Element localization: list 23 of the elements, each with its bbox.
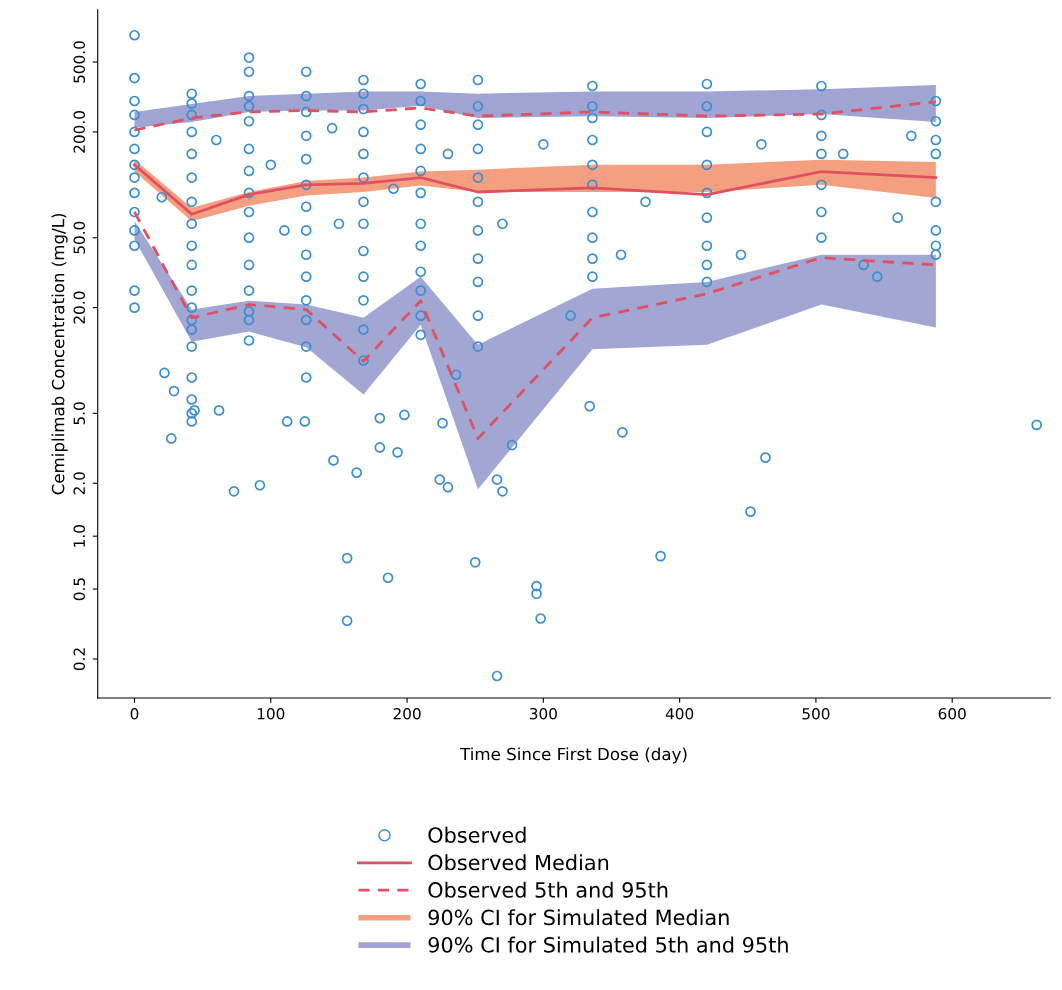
y-tick-label: 500.0	[73, 41, 86, 83]
legend-label: 90% CI for Simulated Median	[428, 909, 729, 926]
y-tick-label: 0.5	[73, 578, 86, 601]
legend-label: Observed 5th and 95th	[428, 881, 668, 898]
x-tick-label: 100	[257, 707, 285, 720]
y-axis-title: Cemiplimab Concentration (mg/L)	[51, 213, 68, 495]
x-tick-label: 300	[529, 707, 557, 720]
y-tick-label: 1.0	[73, 525, 86, 547]
x-axis-title: Time Since First Dose (day)	[460, 747, 687, 764]
x-tick-label: 400	[665, 707, 694, 720]
y-tick-label: 2.0	[73, 472, 86, 495]
y-tick-label: 0.2	[73, 648, 86, 671]
y-tick-label: 50.0	[73, 221, 86, 254]
legend-label: Observed Median	[428, 854, 609, 871]
legend-label: Observed	[428, 826, 526, 843]
y-tick-label: 5.0	[73, 402, 86, 425]
x-tick-label: 200	[393, 707, 421, 720]
x-tick-label: 500	[802, 707, 830, 720]
x-tick-label: 0	[130, 707, 139, 720]
y-tick-label: 200.0	[73, 111, 86, 153]
y-tick-label: 20.0	[73, 291, 86, 324]
x-tick-label: 600	[938, 707, 966, 720]
legend-label: 90% CI for Simulated 5th and 95th	[428, 936, 788, 953]
